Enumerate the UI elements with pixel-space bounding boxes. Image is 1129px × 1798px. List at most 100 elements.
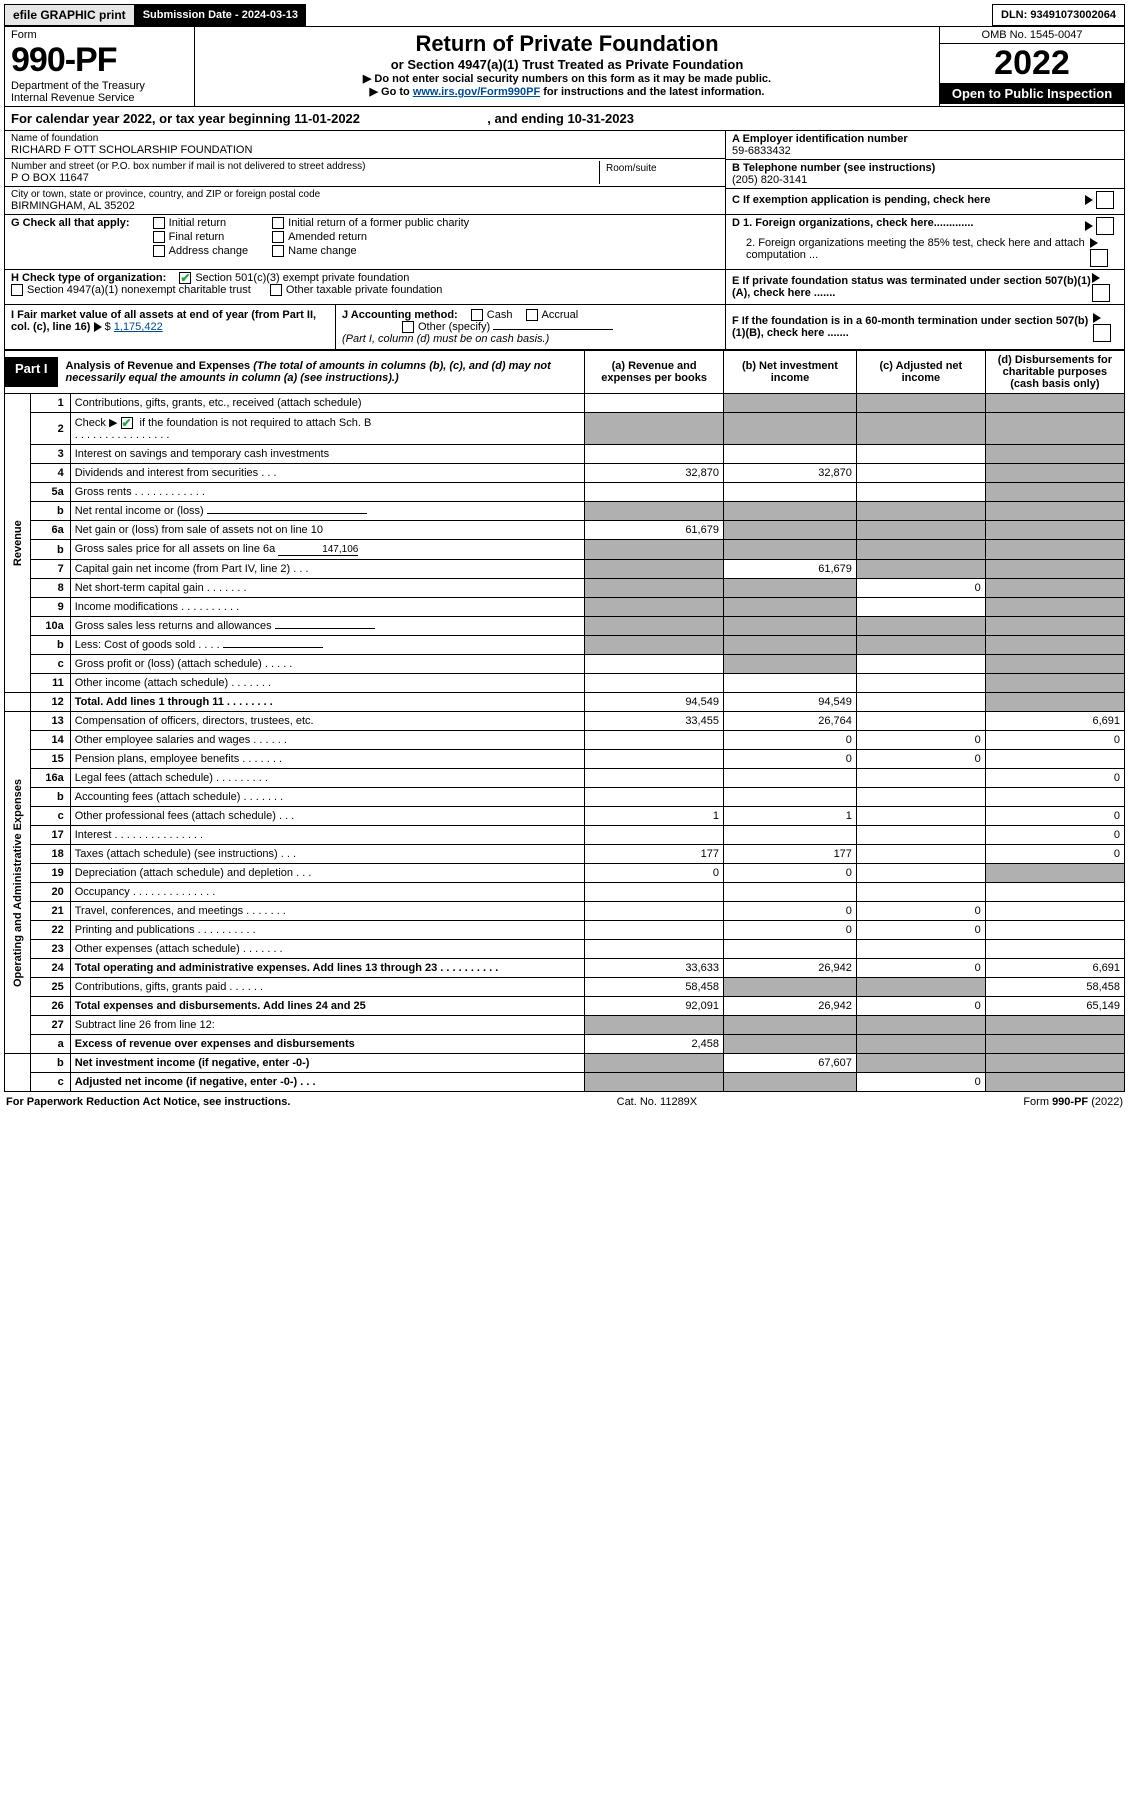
l2-pre: Check ▶ bbox=[75, 417, 121, 429]
line-number: c bbox=[30, 1073, 70, 1092]
g-opt-3: Initial return of a former public charit… bbox=[288, 217, 469, 229]
phone-label: B Telephone number (see instructions) bbox=[732, 162, 1118, 174]
l26-a: 92,091 bbox=[585, 997, 724, 1016]
g-initial-return-checkbox[interactable] bbox=[153, 217, 165, 229]
h-e-row: H Check type of organization: Section 50… bbox=[4, 270, 1125, 305]
g-label: G Check all that apply: bbox=[11, 217, 130, 229]
line-number: b bbox=[30, 502, 70, 521]
foundation-name-label: Name of foundation bbox=[11, 133, 719, 144]
line-3: Interest on savings and temporary cash i… bbox=[70, 445, 585, 464]
g-opt-0: Initial return bbox=[169, 217, 226, 229]
l24-c: 0 bbox=[856, 959, 985, 978]
f-label: F If the foundation is in a 60-month ter… bbox=[732, 315, 1093, 339]
g-final-return-checkbox[interactable] bbox=[153, 231, 165, 243]
form-subtitle: or Section 4947(a)(1) Trust Treated as P… bbox=[203, 57, 931, 72]
g-amended-checkbox[interactable] bbox=[272, 231, 284, 243]
part-i-table: Part I Analysis of Revenue and Expenses … bbox=[4, 350, 1125, 1092]
cal-end: 10-31-2023 bbox=[567, 111, 634, 126]
j-other: Other (specify) bbox=[418, 321, 490, 333]
line-number: b bbox=[30, 1054, 70, 1073]
irs-link[interactable]: www.irs.gov/Form990PF bbox=[413, 86, 540, 98]
l18-a: 177 bbox=[585, 845, 724, 864]
line-20: Occupancy . . . . . . . . . . . . . . bbox=[70, 883, 585, 902]
f-checkbox[interactable] bbox=[1093, 324, 1111, 342]
part-i-badge: Part I bbox=[5, 357, 58, 387]
efile-print-button[interactable]: efile GRAPHIC print bbox=[4, 4, 135, 26]
e-checkbox[interactable] bbox=[1092, 284, 1110, 302]
col-d-header: (d) Disbursements for charitable purpose… bbox=[985, 351, 1124, 394]
c-pending-checkbox[interactable] bbox=[1096, 191, 1114, 209]
open-to-public: Open to Public Inspection bbox=[940, 83, 1124, 104]
cal-pre: For calendar year 2022, or tax year begi… bbox=[11, 111, 294, 126]
line-number: 15 bbox=[30, 750, 70, 769]
line-16b: Accounting fees (attach schedule) . . . … bbox=[70, 788, 585, 807]
phone-value: (205) 820-3141 bbox=[732, 174, 1118, 186]
d1-checkbox[interactable] bbox=[1096, 217, 1114, 235]
line-24: Total operating and administrative expen… bbox=[70, 959, 585, 978]
ein-value: 59-6833432 bbox=[732, 145, 1118, 157]
g-address-change-checkbox[interactable] bbox=[153, 245, 165, 257]
fmv-link[interactable]: 1,175,422 bbox=[114, 321, 163, 333]
cat-number: Cat. No. 11289X bbox=[617, 1096, 698, 1108]
line-6b: Gross sales price for all assets on line… bbox=[70, 540, 585, 560]
l16c-a: 1 bbox=[585, 807, 724, 826]
line-4: Dividends and interest from securities .… bbox=[70, 464, 585, 483]
cal-mid: , and ending bbox=[487, 111, 567, 126]
g-name-change-checkbox[interactable] bbox=[272, 245, 284, 257]
j-accrual-checkbox[interactable] bbox=[526, 309, 538, 321]
line-number: a bbox=[30, 1035, 70, 1054]
line-number: c bbox=[30, 807, 70, 826]
line-14: Other employee salaries and wages . . . … bbox=[70, 731, 585, 750]
l7-b: 61,679 bbox=[723, 560, 856, 579]
col-b-header: (b) Net investment income bbox=[723, 351, 856, 394]
ein-label: A Employer identification number bbox=[732, 133, 1118, 145]
line-number: 23 bbox=[30, 940, 70, 959]
paperwork-notice: For Paperwork Reduction Act Notice, see … bbox=[6, 1096, 290, 1108]
line-26: Total expenses and disbursements. Add li… bbox=[70, 997, 585, 1016]
l16c-d: 0 bbox=[985, 807, 1124, 826]
line-16c: Other professional fees (attach schedule… bbox=[70, 807, 585, 826]
l12-b: 94,549 bbox=[723, 693, 856, 712]
g-initial-former-checkbox[interactable] bbox=[272, 217, 284, 229]
l8-c: 0 bbox=[856, 579, 985, 598]
address-label: Number and street (or P.O. box number if… bbox=[11, 161, 599, 172]
l21-b: 0 bbox=[723, 902, 856, 921]
line-6a: Net gain or (loss) from sale of assets n… bbox=[70, 521, 585, 540]
c-pending-label: C If exemption application is pending, c… bbox=[732, 194, 991, 206]
h-opt1: Section 501(c)(3) exempt private foundat… bbox=[195, 272, 409, 284]
l13-a: 33,455 bbox=[585, 712, 724, 731]
line-27b: Net investment income (if negative, ente… bbox=[70, 1054, 585, 1073]
j-other-checkbox[interactable] bbox=[402, 321, 414, 333]
g-opt-2: Address change bbox=[169, 245, 249, 257]
l24-b: 26,942 bbox=[723, 959, 856, 978]
d2-checkbox[interactable] bbox=[1090, 249, 1108, 267]
h-501c3-checkbox[interactable] bbox=[179, 272, 191, 284]
h-4947-checkbox[interactable] bbox=[11, 284, 23, 296]
h-other-checkbox[interactable] bbox=[270, 284, 282, 296]
room-suite-label: Room/suite bbox=[606, 163, 713, 174]
sch-b-checkbox[interactable] bbox=[121, 417, 133, 429]
line-number: 8 bbox=[30, 579, 70, 598]
line-number: 13 bbox=[30, 712, 70, 731]
foundation-name: RICHARD F OTT SCHOLARSHIP FOUNDATION bbox=[11, 144, 719, 156]
j-cash-checkbox[interactable] bbox=[471, 309, 483, 321]
line-number: 11 bbox=[30, 674, 70, 693]
l6b-value: 147,106 bbox=[278, 544, 358, 556]
line-11: Other income (attach schedule) . . . . .… bbox=[70, 674, 585, 693]
line-13: Compensation of officers, directors, tru… bbox=[70, 712, 585, 731]
tax-year: 2022 bbox=[940, 44, 1124, 83]
line-16a: Legal fees (attach schedule) . . . . . .… bbox=[70, 769, 585, 788]
l26-d: 65,149 bbox=[985, 997, 1124, 1016]
line-5a: Gross rents . . . . . . . . . . . . bbox=[70, 483, 585, 502]
j-accrual: Accrual bbox=[542, 309, 579, 321]
calendar-year-row: For calendar year 2022, or tax year begi… bbox=[4, 107, 1125, 131]
line-23: Other expenses (attach schedule) . . . .… bbox=[70, 940, 585, 959]
line-21: Travel, conferences, and meetings . . . … bbox=[70, 902, 585, 921]
irs-label: Internal Revenue Service bbox=[11, 92, 188, 104]
line-25: Contributions, gifts, grants paid . . . … bbox=[70, 978, 585, 997]
l26-b: 26,942 bbox=[723, 997, 856, 1016]
goto-post: for instructions and the latest informat… bbox=[540, 86, 764, 98]
top-bar: efile GRAPHIC print Submission Date - 20… bbox=[4, 4, 1125, 26]
arrow-icon bbox=[94, 322, 102, 332]
line-number: c bbox=[30, 655, 70, 674]
